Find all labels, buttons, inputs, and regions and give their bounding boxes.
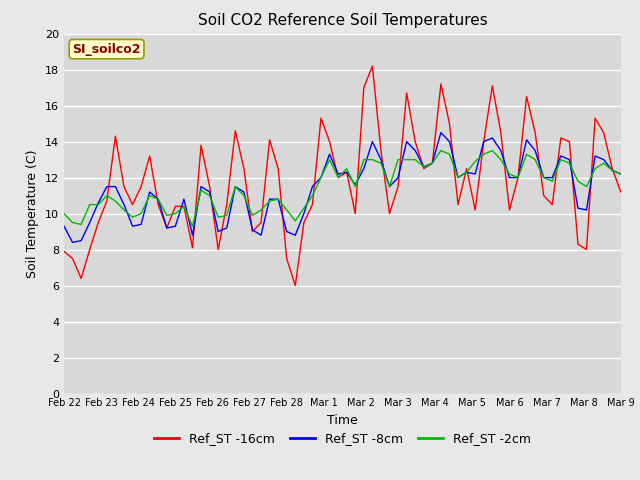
Ref_ST -8cm — [317, 175, 325, 180]
Ref_ST -16cm — [197, 142, 205, 148]
Ref_ST -8cm — [68, 240, 76, 245]
Ref_ST -2cm — [103, 192, 111, 199]
Ref_ST -8cm — [514, 175, 522, 180]
Ref_ST -8cm — [60, 223, 68, 229]
Ref_ST -2cm — [437, 148, 445, 154]
Ref_ST -8cm — [437, 130, 445, 135]
Ref_ST -2cm — [317, 175, 325, 180]
Ref_ST -2cm — [206, 192, 214, 199]
Ref_ST -2cm — [60, 211, 68, 216]
Text: SI_soilco2: SI_soilco2 — [72, 43, 141, 56]
Ref_ST -16cm — [60, 249, 68, 254]
Legend: Ref_ST -16cm, Ref_ST -8cm, Ref_ST -2cm: Ref_ST -16cm, Ref_ST -8cm, Ref_ST -2cm — [149, 427, 536, 450]
Ref_ST -16cm — [308, 202, 316, 207]
Ref_ST -8cm — [240, 189, 248, 195]
Ref_ST -16cm — [232, 128, 239, 133]
Ref_ST -16cm — [291, 283, 299, 288]
Y-axis label: Soil Temperature (C): Soil Temperature (C) — [26, 149, 40, 278]
Ref_ST -8cm — [308, 184, 316, 190]
Ref_ST -16cm — [369, 63, 376, 69]
Ref_ST -8cm — [617, 171, 625, 177]
Ref_ST -2cm — [189, 223, 196, 229]
Ref_ST -8cm — [111, 184, 119, 190]
Ref_ST -2cm — [240, 192, 248, 199]
Title: Soil CO2 Reference Soil Temperatures: Soil CO2 Reference Soil Temperatures — [198, 13, 487, 28]
Line: Ref_ST -2cm: Ref_ST -2cm — [64, 151, 621, 226]
Ref_ST -2cm — [514, 175, 522, 180]
Ref_ST -16cm — [317, 115, 325, 121]
Line: Ref_ST -16cm: Ref_ST -16cm — [64, 66, 621, 286]
Ref_ST -2cm — [308, 192, 316, 199]
Ref_ST -8cm — [206, 189, 214, 195]
Ref_ST -16cm — [514, 175, 522, 180]
Ref_ST -2cm — [617, 171, 625, 177]
Ref_ST -16cm — [617, 189, 625, 195]
Ref_ST -16cm — [103, 198, 111, 204]
X-axis label: Time: Time — [327, 414, 358, 427]
Line: Ref_ST -8cm: Ref_ST -8cm — [64, 132, 621, 242]
